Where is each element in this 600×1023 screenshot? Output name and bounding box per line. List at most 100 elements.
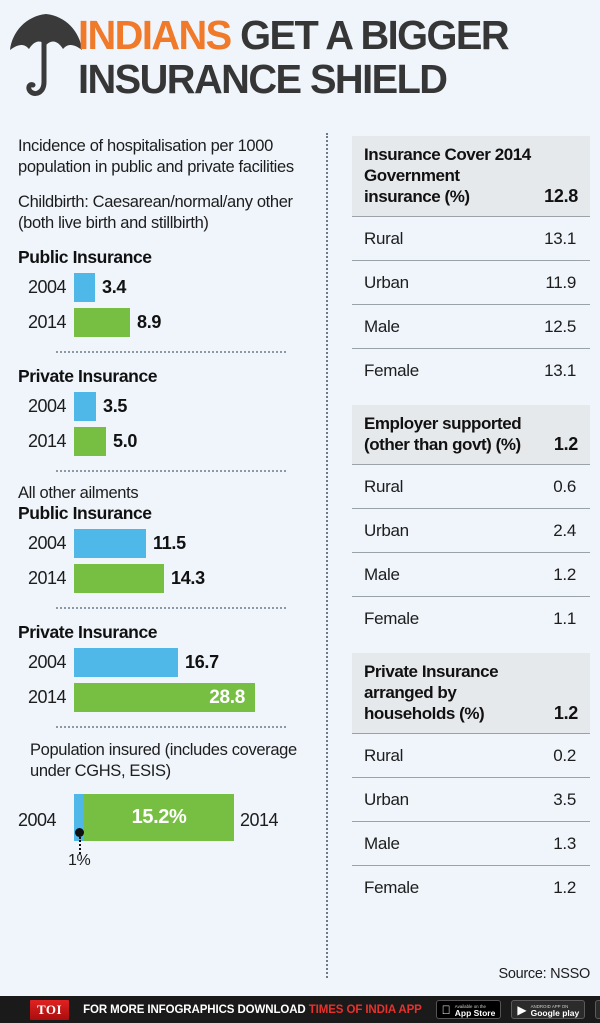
row-label: Male xyxy=(364,564,400,584)
row-value: 0.6 xyxy=(553,476,576,496)
row-value: 1.2 xyxy=(553,564,576,584)
pop-segment-2004 xyxy=(74,794,84,841)
row-label: Female xyxy=(364,360,419,380)
bar-row: 2004 16.7 xyxy=(18,647,318,678)
table-government-insurance: Insurance Cover 2014 Government insuranc… xyxy=(352,136,590,392)
table-header: Private Insurance arranged by households… xyxy=(352,653,590,733)
pop-value-2004: 1% xyxy=(68,852,91,869)
bar-row: 2004 3.4 xyxy=(18,272,318,303)
section-divider xyxy=(56,470,286,472)
toi-logo[interactable]: TOI xyxy=(30,999,70,1020)
windows-phone-badge[interactable]: ⊞ AVAILABLE ON Phone xyxy=(595,1000,600,1019)
bar-year-label: 2014 xyxy=(27,687,67,707)
table-title: Employer supported (other than govt) (%) xyxy=(364,414,522,454)
bar-year-label: 2004 xyxy=(27,652,67,672)
population-insured-chart: 2004 15.2% 2014 1% xyxy=(18,788,318,869)
bar-value: 3.4 xyxy=(102,277,127,297)
google-play-badge[interactable]: ▶ ANDROID APP ON Google play xyxy=(508,1000,586,1019)
table-row: Urban 2.4 xyxy=(352,508,590,552)
apple-icon:  xyxy=(442,1004,451,1016)
row-value: 1.1 xyxy=(553,608,576,628)
bar-2004 xyxy=(74,648,178,677)
title-highlight: INDIANS xyxy=(78,12,232,58)
row-label: Female xyxy=(364,877,419,897)
row-value: 13.1 xyxy=(544,360,576,380)
table-row: Female 1.2 xyxy=(352,865,590,909)
pop-value-2014: 15.2% xyxy=(131,806,187,828)
table-row: Male 1.2 xyxy=(352,552,590,596)
table-row: Rural 0.6 xyxy=(352,464,590,508)
table-private-insurance-households: Private Insurance arranged by households… xyxy=(352,653,590,909)
bar-year-label: 2014 xyxy=(27,312,67,332)
bar-row: 2004 11.5 xyxy=(18,528,318,559)
row-label: Rural xyxy=(364,228,404,248)
table-title: Private Insurance arranged by households… xyxy=(364,662,499,723)
row-label: Urban xyxy=(364,789,409,809)
google-play-badge-label: Google play xyxy=(521,1007,580,1018)
bar-value: 3.5 xyxy=(103,396,128,416)
section-title-other-private: Private Insurance xyxy=(18,622,158,642)
app-store-badge[interactable]:  Available on the App Store xyxy=(435,1000,502,1019)
row-label: Male xyxy=(364,316,400,336)
bar-value: 5.0 xyxy=(113,431,138,451)
section-title-childbirth-private: Private Insurance xyxy=(18,366,158,386)
table-row: Rural 13.1 xyxy=(352,216,590,260)
bar-year-label: 2014 xyxy=(27,568,67,588)
title-rest: GET A BIGGER xyxy=(240,12,509,58)
section-divider xyxy=(56,351,286,353)
table-header: Insurance Cover 2014 Government insuranc… xyxy=(352,136,590,216)
section-divider xyxy=(56,726,286,728)
bar-row: 2014 28.8 xyxy=(18,682,318,713)
bar-2014 xyxy=(74,308,130,337)
bar-value: 28.8 xyxy=(209,686,245,708)
store-badges:  Available on the App Store ▶ ANDROID A… xyxy=(435,1000,600,1019)
bar-row: 2004 3.5 xyxy=(18,391,318,422)
app-store-badge-label: App Store xyxy=(445,1007,496,1018)
play-triangle-icon: ▶ xyxy=(508,1002,526,1017)
bar-2004 xyxy=(74,529,146,558)
row-label: Male xyxy=(364,833,400,853)
section-heading-other-ailments: All other ailments xyxy=(18,484,139,502)
section-title-other-public: Public Insurance xyxy=(18,503,152,523)
intro-text-2: Childbirth: Caesarean/normal/any other (… xyxy=(18,193,293,232)
pop-segment-2014: 15.2% xyxy=(84,794,234,841)
row-label: Female xyxy=(364,608,419,628)
row-value: 3.5 xyxy=(553,789,576,809)
table-row: Female 13.1 xyxy=(352,348,590,392)
footer-text-highlight: TIMES OF INDIA APP xyxy=(308,1003,422,1016)
column-divider xyxy=(326,133,328,978)
row-value: 13.1 xyxy=(544,228,576,248)
pop-year-right: 2014 xyxy=(240,810,279,830)
table-title: Insurance Cover 2014 Government insuranc… xyxy=(364,145,531,206)
bar-value: 8.9 xyxy=(137,312,162,332)
footer-text-plain: FOR MORE INFOGRAPHICS DOWNLOAD xyxy=(83,1003,309,1016)
table-row: Urban 3.5 xyxy=(352,777,590,821)
umbrella-icon xyxy=(10,14,82,97)
left-column: Incidence of hospitalisation per 1000 po… xyxy=(18,136,318,869)
bar-2014 xyxy=(74,564,164,593)
bar-value: 14.3 xyxy=(171,568,205,588)
table-row: Female 1.1 xyxy=(352,596,590,640)
row-value: 11.9 xyxy=(545,272,576,292)
footer-promo-text: FOR MORE INFOGRAPHICS DOWNLOAD TIMES OF … xyxy=(83,1004,422,1016)
row-label: Urban xyxy=(364,272,409,292)
bar-2004 xyxy=(74,392,96,421)
bar-2004 xyxy=(74,273,95,302)
bar-2014 xyxy=(74,683,255,712)
bar-row: 2014 5.0 xyxy=(18,426,318,457)
title-line-1: INDIANS GET A BIGGER xyxy=(78,13,580,57)
row-label: Urban xyxy=(364,520,409,540)
row-label: Rural xyxy=(364,476,404,496)
table-row: Male 1.3 xyxy=(352,821,590,865)
page-title: INDIANS GET A BIGGER INSURANCE SHIELD xyxy=(78,13,596,101)
table-headline-value: 12.8 xyxy=(544,186,578,206)
bar-year-label: 2004 xyxy=(27,533,67,553)
table-header: Employer supported (other than govt) (%)… xyxy=(352,405,590,464)
table-headline-value: 1.2 xyxy=(553,703,578,723)
bar-year-label: 2004 xyxy=(27,396,67,416)
header: INDIANS GET A BIGGER INSURANCE SHIELD xyxy=(0,0,600,115)
row-value: 2.4 xyxy=(553,520,576,540)
bar-value: 16.7 xyxy=(185,652,219,672)
population-insured-caption: Population insured (includes coverage un… xyxy=(30,741,297,780)
